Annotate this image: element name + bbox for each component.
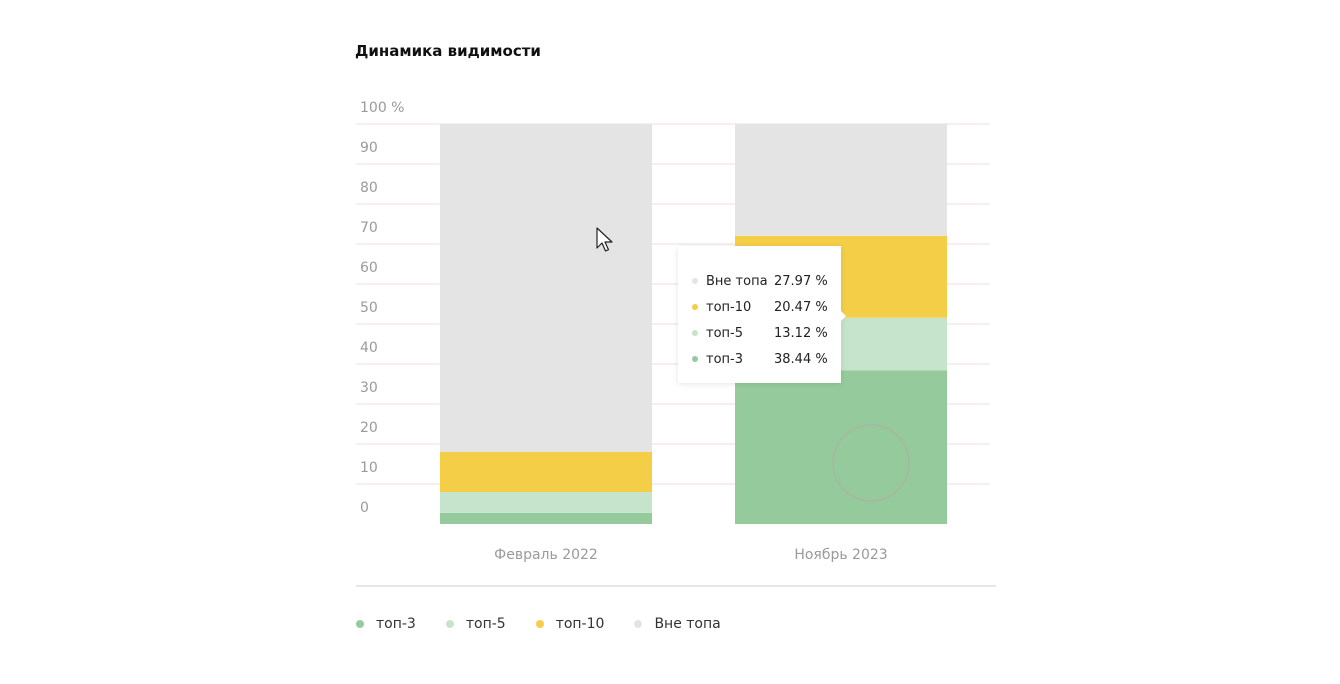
tooltip-series-value: 13.12 % <box>774 325 828 341</box>
legend-dot-icon <box>445 620 454 628</box>
x-category-label: Февраль 2022 <box>494 547 598 563</box>
y-axis-ticks: 0 10 20 30 40 50 60 70 80 90 100 % <box>360 100 404 516</box>
legend-label: топ-10 <box>555 616 605 632</box>
x-axis-categories: Февраль 2022 Ноябрь 2023 <box>494 547 888 563</box>
legend-label: Вне топа <box>654 616 721 632</box>
tooltip-series-value: 20.47 % <box>774 299 828 315</box>
legend-item[interactable]: Вне топа <box>634 616 721 632</box>
y-tick-label: 30 <box>360 380 378 396</box>
tooltip-row: топ-3 38.44 % <box>678 346 841 372</box>
tooltip-dot-icon <box>692 304 698 310</box>
chart-title: Динамика видимости <box>355 42 541 60</box>
legend-label: топ-3 <box>376 616 416 632</box>
y-tick-label: 90 <box>360 140 378 156</box>
y-tick-label: 0 <box>360 500 369 516</box>
mouse-pointer-icon <box>596 227 613 252</box>
y-tick-label: 10 <box>360 460 378 476</box>
bar-segment[interactable] <box>440 512 652 524</box>
bar-segment[interactable] <box>735 370 947 524</box>
bar-segment[interactable] <box>440 492 652 513</box>
tooltip-series-name: топ-5 <box>706 325 743 341</box>
legend-item[interactable]: топ-10 <box>535 616 605 632</box>
chart-legend: топ-3 топ-5 топ-10 Вне топа <box>356 613 751 635</box>
tooltip-dot-icon <box>692 330 698 336</box>
tooltip-dot-icon <box>692 278 698 284</box>
y-tick-label: 60 <box>360 260 378 276</box>
bar-segment[interactable] <box>440 452 652 492</box>
click-ripple-icon <box>832 424 910 502</box>
legend-label: топ-5 <box>465 616 506 632</box>
bar-segment[interactable] <box>440 124 652 452</box>
tooltip-row: топ-10 20.47 % <box>678 294 841 320</box>
y-tick-label: 80 <box>360 180 378 196</box>
y-tick-label: 50 <box>360 300 378 316</box>
legend-item[interactable]: топ-5 <box>445 616 506 632</box>
bar-segment[interactable] <box>735 124 947 236</box>
tooltip-series-value: 27.97 % <box>774 273 828 289</box>
x-category-label: Ноябрь 2023 <box>794 547 887 563</box>
legend-item[interactable]: топ-3 <box>356 616 416 632</box>
tooltip-dot-icon <box>692 356 698 362</box>
y-tick-label: 40 <box>360 340 378 356</box>
y-tick-label: 70 <box>360 220 378 236</box>
tooltip-row: Вне топа 27.97 % <box>678 268 841 294</box>
y-tick-label: 100 % <box>360 100 404 116</box>
y-tick-label: 20 <box>360 420 378 436</box>
legend-divider <box>356 585 996 587</box>
tooltip-series-name: Вне топа <box>706 273 768 289</box>
tooltip-series-value: 38.44 % <box>774 351 828 367</box>
legend-dot-icon <box>356 620 364 628</box>
tooltip-series-name: топ-3 <box>706 351 743 367</box>
tooltip-series-name: топ-10 <box>706 299 752 315</box>
legend-dot-icon <box>535 620 544 628</box>
chart-tooltip: Вне топа 27.97 % топ-10 20.47 % топ-5 13.12 %… <box>678 246 846 383</box>
legend-dot-icon <box>634 620 643 628</box>
tooltip-row: топ-5 13.12 % <box>678 320 841 346</box>
